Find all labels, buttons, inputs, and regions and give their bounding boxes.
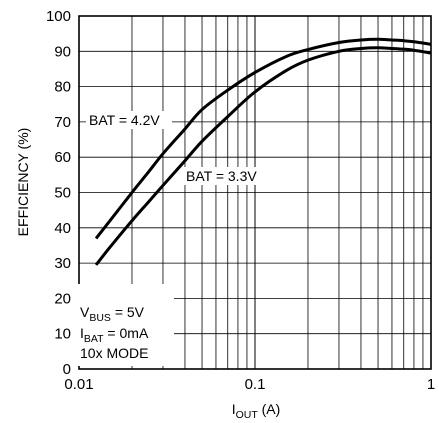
y-axis-label: EFFICIENCY (%) xyxy=(15,128,31,237)
x-tick-label: 0.1 xyxy=(245,376,266,393)
plot-frame xyxy=(78,15,432,370)
y-tick-label: 90 xyxy=(54,43,71,60)
series-label-1-bg xyxy=(86,111,172,129)
y-tick-label: 0 xyxy=(63,361,71,378)
condition-vbus: VBUS = 5V xyxy=(80,304,145,324)
series-line-1 xyxy=(94,37,432,240)
y-tick-label: 40 xyxy=(54,220,71,237)
x-tick-label: 1 xyxy=(427,376,435,393)
series-layer xyxy=(94,37,432,266)
y-tick-label: 10 xyxy=(54,326,71,343)
x-axis-label-tail: (A) xyxy=(258,401,281,417)
y-tick-label: 50 xyxy=(54,185,71,202)
x-axis-label: IOUT (A) xyxy=(232,401,281,421)
y-tick-label: 60 xyxy=(54,149,71,166)
x-tick-label: 0.01 xyxy=(64,376,93,393)
series-label-2: BAT = 3.3V xyxy=(186,168,257,184)
series-label-2-bg xyxy=(183,167,269,185)
y-tick-label: 30 xyxy=(54,255,71,272)
x-axis-label-sub: OUT xyxy=(236,409,259,421)
y-tick-label: 80 xyxy=(54,79,71,96)
series-label-1: BAT = 4.2V xyxy=(89,112,160,128)
y-tick-label: 100 xyxy=(46,8,71,25)
condition-mode: 10x MODE xyxy=(80,345,148,361)
series-line-2 xyxy=(94,46,432,266)
conditions-bg xyxy=(78,284,174,366)
x-axis-label-main: I xyxy=(232,401,236,417)
y-tick-label: 20 xyxy=(54,290,71,307)
condition-ibat: IBAT = 0mA xyxy=(80,325,149,345)
y-tick-label: 70 xyxy=(54,114,71,131)
tick-labels: 0 10 20 30 40 50 60 70 80 90 100 0.01 0.1 1 xyxy=(46,8,435,393)
